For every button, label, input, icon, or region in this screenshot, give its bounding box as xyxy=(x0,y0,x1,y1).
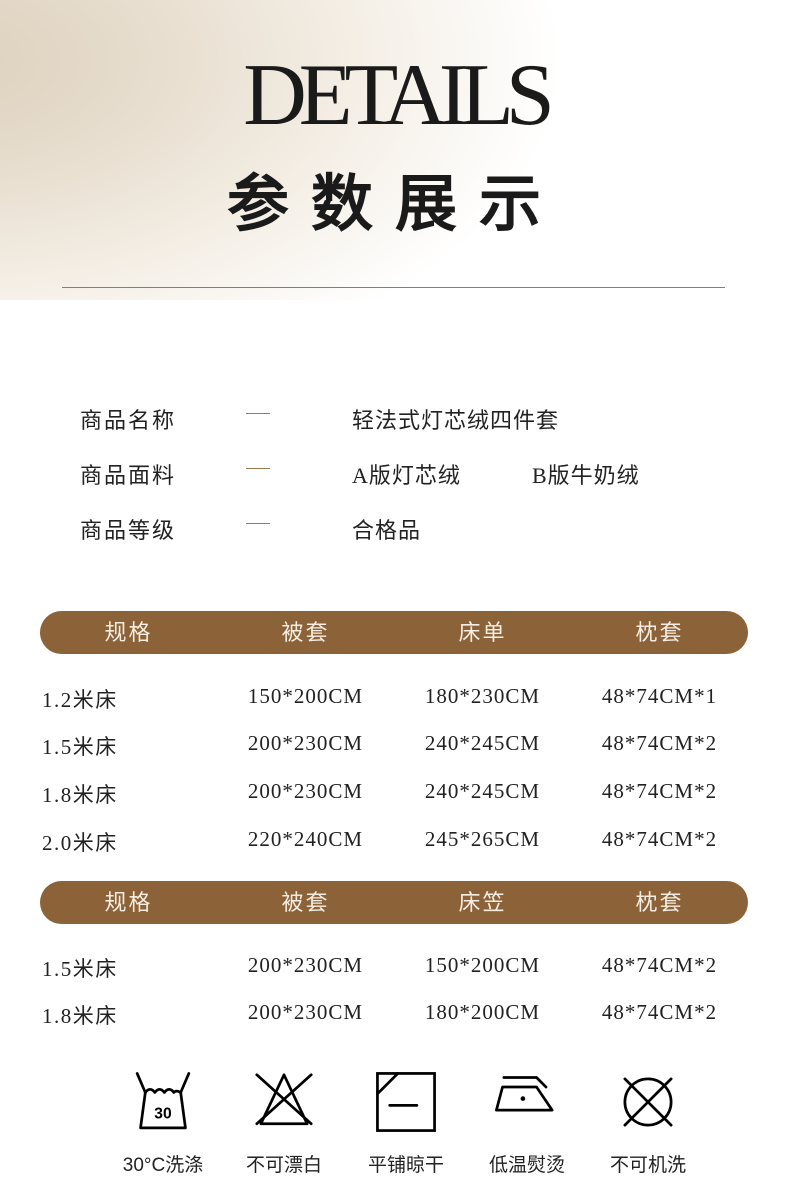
svg-text:30: 30 xyxy=(154,1105,172,1122)
